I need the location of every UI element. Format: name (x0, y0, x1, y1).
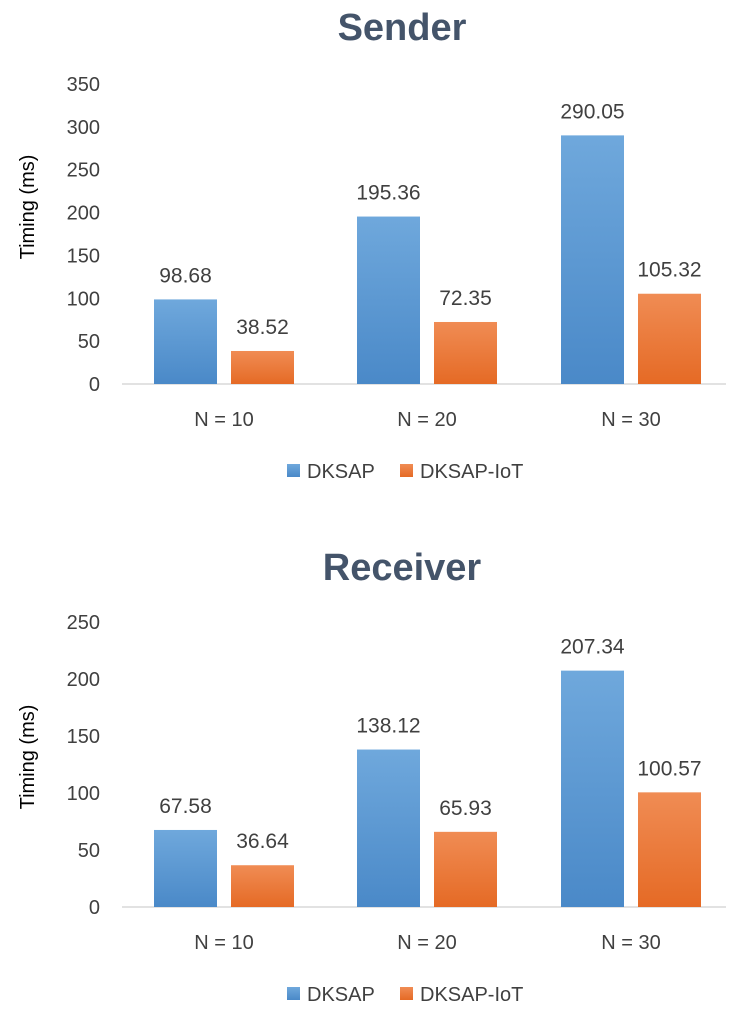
bar-dksap-0 (154, 299, 217, 384)
y-tick-label: 200 (67, 203, 100, 225)
bar-dksap-iot-0 (231, 865, 294, 907)
receiver-chart: Receiver Timing (ms) 0 50 100 150 200 250 67.… (17, 547, 726, 1006)
x-category-label: N = 30 (601, 932, 660, 954)
y-tick-label: 0 (89, 374, 100, 396)
data-label: 207.34 (560, 636, 625, 659)
data-label: 65.93 (439, 797, 492, 820)
y-tick-label: 250 (67, 160, 100, 182)
data-label: 98.68 (159, 264, 212, 287)
data-label: 67.58 (159, 795, 212, 818)
y-tick-labels: 0 50 100 150 200 250 (67, 612, 100, 919)
data-label: 36.64 (236, 830, 289, 853)
bar-dksap-1 (357, 749, 420, 907)
y-tick-label: 0 (89, 897, 100, 919)
legend-label-dksap: DKSAP (307, 461, 375, 483)
y-axis-label: Timing (ms) (17, 155, 39, 260)
y-tick-label: 350 (67, 74, 100, 96)
bar-dksap-1 (357, 216, 420, 384)
data-label: 105.32 (637, 259, 701, 282)
data-label: 38.52 (236, 316, 289, 339)
x-category-label: N = 30 (601, 409, 660, 431)
legend-label-dksap-iot: DKSAP-IoT (420, 461, 523, 483)
x-category-label: N = 20 (397, 409, 456, 431)
data-label: 72.35 (439, 287, 492, 310)
legend-label-dksap-iot: DKSAP-IoT (420, 984, 523, 1006)
y-tick-label: 50 (78, 331, 100, 353)
legend-swatch-dksap-iot (400, 987, 413, 1000)
y-axis-label: Timing (ms) (17, 705, 39, 810)
bars: 67.58 36.64 138.12 65.93 207.34 100.57 (154, 636, 702, 907)
y-tick-label: 250 (67, 612, 100, 634)
bar-dksap-iot-2 (638, 293, 701, 384)
category-labels: N = 10 N = 20 N = 30 (194, 409, 660, 431)
legend: DKSAP DKSAP-IoT (287, 984, 523, 1006)
chart-title: Receiver (323, 547, 482, 589)
chart-title: Sender (338, 7, 467, 49)
bar-dksap-2 (561, 670, 624, 907)
data-label: 138.12 (356, 715, 420, 738)
bar-dksap-iot-1 (434, 321, 497, 384)
bars: 98.68 38.52 195.36 72.35 290.05 105.32 (154, 100, 702, 384)
y-tick-label: 300 (67, 117, 100, 139)
x-category-label: N = 10 (194, 932, 253, 954)
x-category-label: N = 10 (194, 409, 253, 431)
legend-label-dksap: DKSAP (307, 984, 375, 1006)
x-category-label: N = 20 (397, 932, 456, 954)
bar-dksap-0 (154, 829, 217, 907)
y-tick-label: 100 (67, 288, 100, 310)
data-label: 100.57 (637, 757, 701, 780)
y-tick-labels: 0 50 100 150 200 250 300 350 (67, 74, 100, 396)
sender-chart: Sender Timing (ms) 0 50 100 150 200 250 300 350… (17, 7, 726, 483)
bar-dksap-iot-2 (638, 792, 701, 907)
bar-dksap-iot-1 (434, 831, 497, 907)
data-label: 290.05 (560, 100, 624, 123)
legend-swatch-dksap-iot (400, 464, 413, 477)
bar-dksap-2 (561, 135, 624, 384)
category-labels: N = 10 N = 20 N = 30 (194, 932, 660, 954)
y-tick-label: 100 (67, 783, 100, 805)
bar-dksap-iot-0 (231, 350, 294, 384)
y-tick-label: 150 (67, 245, 100, 267)
legend-swatch-dksap (287, 987, 300, 1000)
y-tick-label: 200 (67, 669, 100, 691)
legend-swatch-dksap (287, 464, 300, 477)
data-label: 195.36 (356, 182, 420, 205)
y-tick-label: 50 (78, 840, 100, 862)
legend: DKSAP DKSAP-IoT (287, 461, 523, 483)
y-tick-label: 150 (67, 726, 100, 748)
